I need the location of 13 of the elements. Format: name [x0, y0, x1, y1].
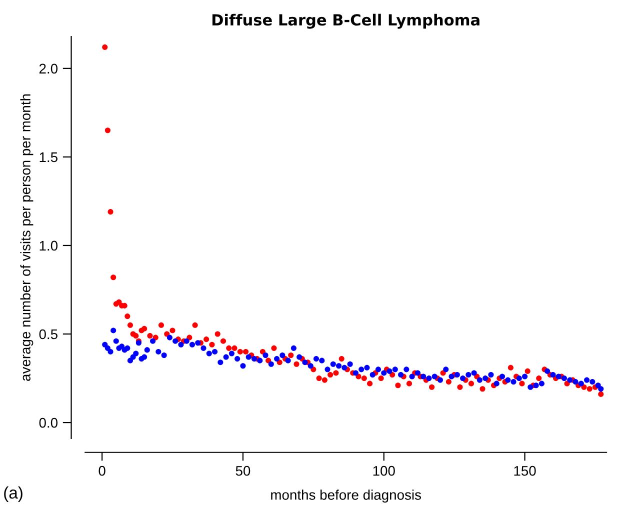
y-tick-label: 2.0 — [39, 64, 58, 74]
y-tick-label: 1.5 — [40, 152, 58, 162]
text: (a) — [4, 486, 22, 502]
y-tick-label: 1.0 — [40, 240, 58, 251]
x-tick-label: 0 — [98, 466, 106, 476]
x-tick-label: 50 — [236, 466, 250, 476]
x-tick-label: 150 — [514, 466, 536, 476]
x-axis-title: months before diagnosis — [271, 490, 421, 503]
chart-title: Diffuse Large B-Cell Lymphoma — [212, 14, 480, 29]
y-axis-title: average number of visits per person per month — [20, 94, 34, 381]
y-tick-label: 0.5 — [39, 329, 58, 340]
y-tick-label: 0.0 — [39, 418, 58, 428]
x-tick-label: 100 — [373, 466, 395, 476]
